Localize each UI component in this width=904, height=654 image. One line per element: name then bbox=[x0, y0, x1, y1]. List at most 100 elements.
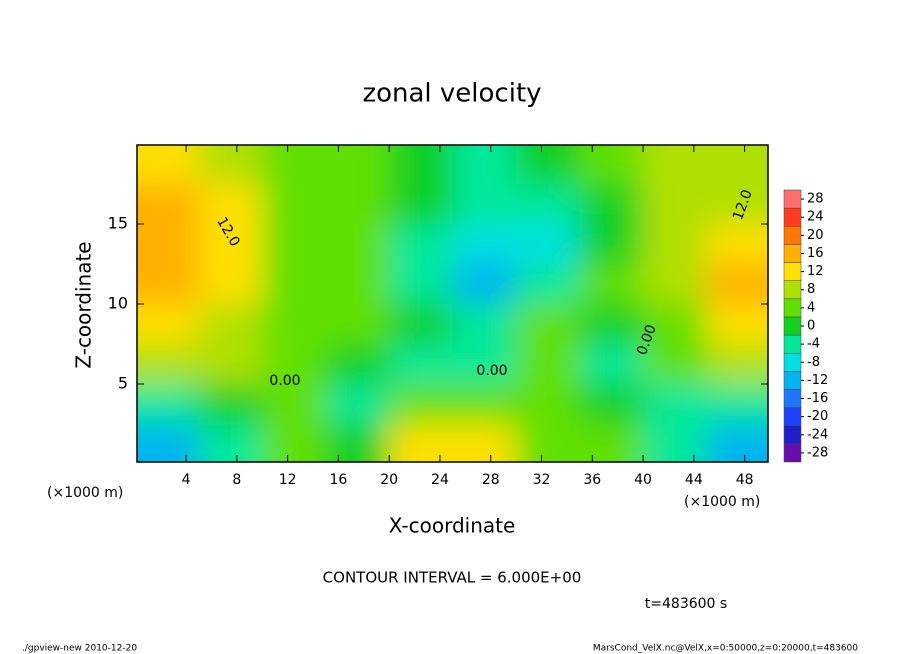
time-label: t=483600 s bbox=[645, 596, 727, 612]
colorbar-tick-label: -12 bbox=[807, 373, 828, 388]
colorbar-tick-label: 20 bbox=[807, 228, 824, 243]
cell bbox=[643, 145, 708, 185]
cell bbox=[516, 424, 581, 462]
cell bbox=[643, 224, 708, 265]
x-tick-label: 4 bbox=[182, 472, 191, 488]
cell bbox=[325, 264, 390, 305]
cell bbox=[452, 224, 517, 265]
cell bbox=[516, 384, 581, 425]
x-tick-label: 20 bbox=[380, 472, 398, 488]
y-tick-label: 5 bbox=[118, 374, 128, 393]
footer-right: MarsCond_VelX.nc@VelX,x=0:50000,z=0:2000… bbox=[593, 644, 858, 654]
cell bbox=[706, 424, 768, 462]
cell bbox=[137, 384, 200, 425]
cell bbox=[706, 344, 768, 385]
cell bbox=[706, 304, 768, 345]
cell bbox=[643, 184, 708, 225]
colorbar-tick-label: 12 bbox=[807, 264, 824, 279]
cell bbox=[579, 384, 644, 425]
y-axis-label: Z-coordinate bbox=[72, 241, 96, 368]
colorbar-band bbox=[783, 443, 802, 463]
x-tick-label: 12 bbox=[279, 472, 297, 488]
cell bbox=[452, 264, 517, 305]
cell bbox=[262, 304, 327, 345]
cell bbox=[579, 424, 644, 462]
x-tick-label: 16 bbox=[329, 472, 347, 488]
cell bbox=[452, 184, 517, 225]
cell bbox=[137, 344, 200, 385]
cell bbox=[516, 224, 581, 265]
cell bbox=[706, 224, 768, 265]
y-tick-label: 10 bbox=[108, 294, 128, 313]
colorbar-band bbox=[783, 425, 802, 445]
cell bbox=[579, 184, 644, 225]
cell bbox=[579, 264, 644, 305]
cell bbox=[516, 304, 581, 345]
cell bbox=[452, 344, 517, 385]
cell bbox=[198, 304, 263, 345]
cell bbox=[389, 184, 454, 225]
cell bbox=[137, 184, 200, 225]
colorbar-band bbox=[783, 280, 802, 300]
cell bbox=[643, 264, 708, 305]
cell bbox=[262, 344, 327, 385]
cell bbox=[579, 145, 644, 185]
y-unit: (×1000 m) bbox=[47, 485, 123, 501]
contour-label: 0.00 bbox=[269, 373, 300, 389]
x-tick-label: 32 bbox=[533, 472, 551, 488]
cell bbox=[452, 304, 517, 345]
cell bbox=[198, 184, 263, 225]
cell bbox=[262, 424, 327, 462]
cell bbox=[198, 344, 263, 385]
cells bbox=[137, 145, 768, 462]
colorbar-tick-label: -4 bbox=[807, 337, 820, 352]
x-unit: (×1000 m) bbox=[684, 494, 760, 510]
cell bbox=[452, 145, 517, 185]
cell bbox=[198, 145, 263, 185]
cell bbox=[389, 224, 454, 265]
cell bbox=[579, 304, 644, 345]
cell bbox=[706, 184, 768, 225]
cell bbox=[643, 384, 708, 425]
colorbar-band bbox=[783, 371, 802, 390]
cell bbox=[325, 184, 390, 225]
cell bbox=[389, 424, 454, 462]
cell bbox=[516, 184, 581, 225]
colorbar-band bbox=[783, 389, 802, 408]
cell bbox=[643, 424, 708, 462]
colorbar-tick-label: 0 bbox=[807, 319, 815, 334]
cell bbox=[706, 384, 768, 425]
footer-left: ./gpview-new 2010-12-20 bbox=[22, 644, 137, 654]
cell bbox=[643, 304, 708, 345]
cell bbox=[325, 304, 390, 345]
cell bbox=[643, 344, 708, 385]
contour-interval: CONTOUR INTERVAL = 6.000E+00 bbox=[323, 569, 582, 587]
cell bbox=[452, 424, 517, 462]
y-tick-label: 15 bbox=[108, 214, 128, 233]
colorbar-tick-label: 4 bbox=[807, 300, 815, 315]
cell bbox=[389, 304, 454, 345]
x-axis-label: X-coordinate bbox=[389, 514, 516, 538]
cell bbox=[198, 264, 263, 305]
x-tick-label: 24 bbox=[431, 472, 449, 488]
colorbar-tick-label: 28 bbox=[807, 192, 824, 207]
cell bbox=[325, 384, 390, 425]
field bbox=[137, 145, 768, 462]
cell bbox=[452, 384, 517, 425]
colorbar-tick-label: 16 bbox=[807, 246, 824, 261]
cell bbox=[579, 224, 644, 265]
cell bbox=[325, 224, 390, 265]
cell bbox=[137, 304, 200, 345]
cell bbox=[516, 145, 581, 185]
colorbar-band bbox=[783, 262, 802, 281]
cell bbox=[137, 145, 200, 185]
cell bbox=[389, 145, 454, 185]
colorbar-tick-label: 24 bbox=[807, 210, 824, 225]
contour-label: 0.00 bbox=[476, 363, 507, 379]
cell bbox=[325, 145, 390, 185]
colorbar-tick-label: -24 bbox=[807, 427, 828, 442]
x-tick-label: 48 bbox=[736, 472, 754, 488]
cell bbox=[706, 145, 768, 185]
x-tick-label: 40 bbox=[634, 472, 652, 488]
